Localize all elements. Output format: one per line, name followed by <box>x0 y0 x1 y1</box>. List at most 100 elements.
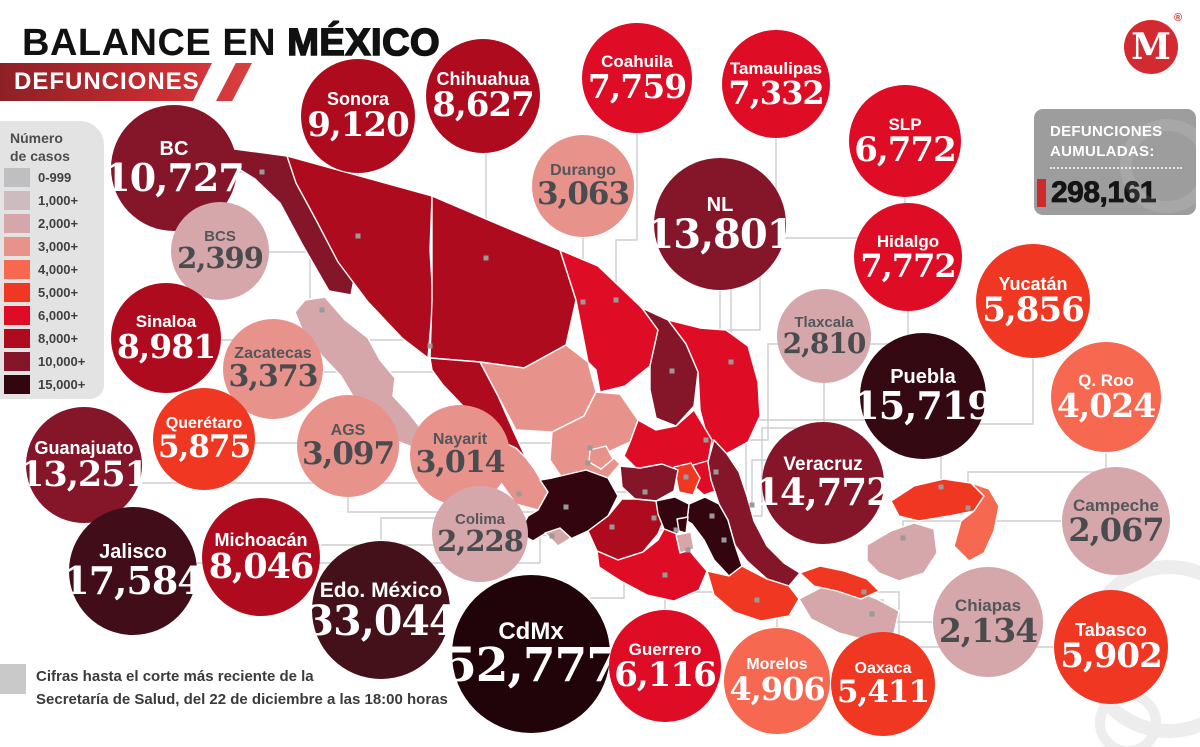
badge-divider <box>1050 167 1182 169</box>
state-name: Puebla <box>890 366 956 389</box>
state-deaths-value: 7,759 <box>587 67 687 107</box>
state-name: BCS <box>204 228 236 246</box>
leader-dot <box>580 299 586 305</box>
legend-swatch <box>4 168 30 187</box>
state-deaths-value: 3,063 <box>536 175 630 212</box>
state-name: Nayarit <box>432 431 488 449</box>
leader-dot <box>563 504 569 510</box>
state-name: CdMx <box>498 618 564 646</box>
leader-dot <box>259 169 265 175</box>
logo-letter: M <box>1131 26 1171 68</box>
map-state-gto <box>619 463 679 502</box>
state-bubble-mich: Michoacán 8,046 <box>202 498 320 616</box>
legend-swatch <box>4 191 30 210</box>
map-state-tab <box>799 565 880 600</box>
registered-mark: ® <box>1174 12 1183 24</box>
map-state-camp <box>866 522 938 582</box>
leader-dot <box>642 489 648 495</box>
legend-item: 8,000+ <box>0 327 104 350</box>
state-bubble-mor: Morelos 4,906 <box>724 628 830 734</box>
banner-label: DEFUNCIONES <box>14 68 200 95</box>
state-name: Tamaulipas <box>729 58 823 78</box>
legend-item: 2,000+ <box>0 212 104 235</box>
legend-swatch <box>4 260 30 279</box>
state-name: Querétaro <box>165 414 243 432</box>
leader-dot <box>585 460 591 466</box>
legend-label: 6,000+ <box>38 308 79 323</box>
legend-title: Número de casos <box>10 130 70 164</box>
state-bubble-hgo: Hidalgo 7,772 <box>854 203 962 311</box>
state-bubble-pue: Puebla 15,719 <box>853 333 994 459</box>
state-bubble-tlax: Tlaxcala 2,810 <box>777 289 871 383</box>
state-name: Chihuahua <box>436 69 530 90</box>
state-name: Veracruz <box>783 454 863 476</box>
leader-dot <box>662 572 668 578</box>
legend-label: 2,000+ <box>38 216 79 231</box>
leader-dot <box>427 343 433 349</box>
state-deaths-value: 7,332 <box>728 73 824 112</box>
leader-dot <box>651 515 657 521</box>
badge-line1: DEFUNCIONES <box>1050 123 1163 140</box>
page-title: BALANCE EN MÉXICO <box>22 21 440 65</box>
state-deaths-value: 8,981 <box>116 327 216 367</box>
state-deaths-value: 13,251 <box>20 453 149 495</box>
map-state-nl <box>641 307 699 427</box>
state-bubble-gro: Guerrero 6,116 <box>609 610 721 722</box>
state-name: Durango <box>550 161 616 179</box>
state-bubble-jal: Jalisco 17,584 <box>63 507 204 635</box>
state-bubble-gto: Guanajuato 13,251 <box>20 407 149 523</box>
state-name: Oaxaca <box>854 659 912 677</box>
state-name: Tlaxcala <box>794 313 854 331</box>
state-bubble-chih: Chihuahua 8,627 <box>426 39 540 153</box>
state-bubble-chis: Chiapas 2,134 <box>933 567 1043 677</box>
legend-label: 8,000+ <box>38 331 79 346</box>
state-name: Tabasco <box>1075 620 1147 641</box>
state-name: SLP <box>888 114 922 134</box>
state-deaths-value: 2,134 <box>938 611 1038 651</box>
leader-dot <box>355 233 361 239</box>
map-state-cdmx <box>676 516 689 534</box>
leader-dot <box>613 297 619 303</box>
leader-dot <box>749 502 755 508</box>
state-name: Q. Roo <box>1078 371 1134 391</box>
legend-label: 3,000+ <box>38 239 79 254</box>
state-bubble-coah: Coahuila 7,759 <box>582 23 692 133</box>
state-bubble-sin: Sinaloa 8,981 <box>111 283 221 393</box>
legend-item: 4,000+ <box>0 258 104 281</box>
leader-dot <box>861 589 867 595</box>
state-deaths-value: 33,044 <box>305 596 458 645</box>
leader-dot <box>669 368 675 374</box>
legend-swatch <box>4 306 30 325</box>
state-name: Edo. México <box>319 578 443 602</box>
leader-dot <box>703 437 709 443</box>
legend-list: 0-999 1,000+ 2,000+ 3,000+ 4,000+ 5,000+ 6,000… <box>0 166 104 396</box>
leader-dot <box>319 307 325 313</box>
map-state-mor <box>675 531 695 554</box>
legend-label: 5,000+ <box>38 285 79 300</box>
state-name: Campeche <box>1073 495 1159 515</box>
source-note: Cifras hasta el corte más reciente de la… <box>0 664 448 711</box>
state-name: NL <box>706 193 734 216</box>
state-bubble-son: Sonora 9,120 <box>301 59 415 173</box>
state-bubble-mex: Edo. México 33,044 <box>306 541 457 679</box>
leader-dot <box>869 611 875 617</box>
leader-dot <box>587 445 593 451</box>
footer-swatch <box>0 664 26 694</box>
state-bubble-col: Colima 2,228 <box>432 486 528 582</box>
legend-swatch <box>4 214 30 233</box>
state-deaths-value: 8,627 <box>432 85 534 126</box>
state-name: Hidalgo <box>876 231 940 251</box>
state-deaths-value: 17,584 <box>63 558 203 604</box>
state-bubble-slp: SLP 6,772 <box>849 85 961 197</box>
legend-item: 15,000+ <box>0 373 104 396</box>
leader-dot <box>713 469 719 475</box>
state-name: Guerrero <box>628 639 702 659</box>
leader-dot <box>483 255 489 261</box>
state-deaths-value: 15,719 <box>853 383 993 429</box>
leader-dot <box>754 597 760 603</box>
state-deaths-value: 6,772 <box>854 129 956 170</box>
state-name: Colima <box>454 511 505 529</box>
legend-item: 6,000+ <box>0 304 104 327</box>
legend-swatch <box>4 352 30 371</box>
leader-line <box>751 459 766 505</box>
